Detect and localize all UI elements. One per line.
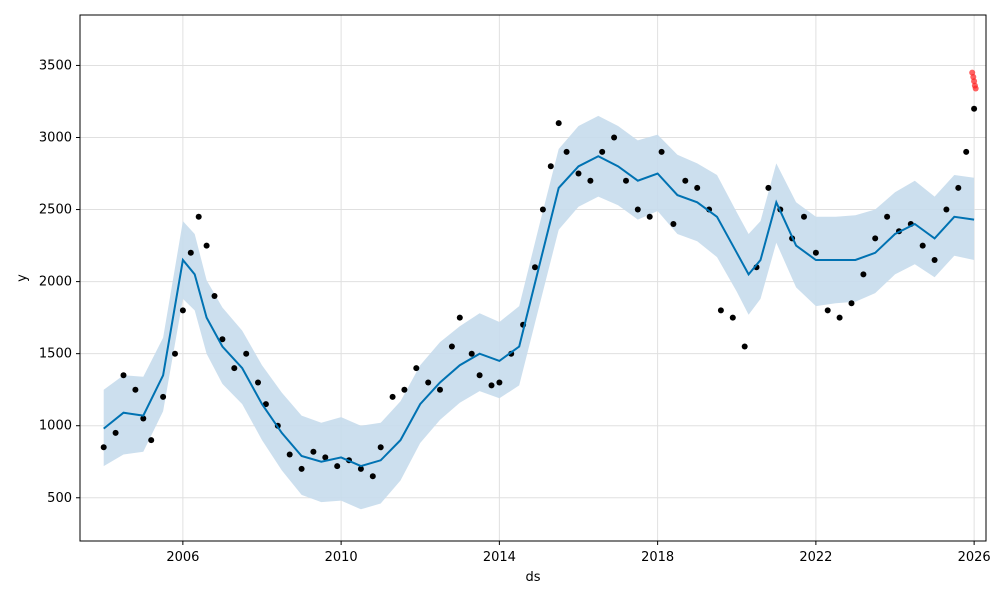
observed-point: [476, 372, 483, 379]
observed-point: [148, 437, 155, 444]
observed-point: [310, 448, 317, 455]
observed-point: [658, 148, 665, 155]
observed-point: [634, 206, 641, 213]
observed-point: [963, 148, 970, 155]
observed-point: [468, 350, 475, 357]
observed-point: [884, 213, 891, 220]
forecast-line: [103, 155, 975, 468]
observed-point: [322, 454, 329, 461]
observed-point: [262, 401, 269, 408]
observed-point: [547, 163, 554, 170]
observed-point: [555, 120, 562, 127]
observed-point: [286, 451, 293, 458]
observed-point: [532, 264, 538, 271]
x-axis-label: ds: [525, 570, 540, 585]
observed-point: [943, 206, 950, 213]
observed-point: [971, 105, 978, 112]
observed-point: [357, 465, 364, 472]
observed-point: [729, 314, 736, 321]
observed-point: [587, 177, 594, 184]
y-axis: 500 1000 1500 2000 2500 3000 3500: [39, 58, 80, 506]
observed-point: [211, 293, 218, 299]
observed-point: [389, 393, 396, 400]
observed-point: [255, 379, 261, 386]
observed-point: [812, 249, 819, 256]
observed-point: [670, 221, 677, 227]
observed-point: [848, 300, 855, 307]
plot-frame: [79, 14, 987, 542]
observed-point: [448, 343, 455, 350]
x-tick-label: 2014: [483, 550, 516, 565]
observed-point: [369, 473, 376, 480]
observed-point: [401, 386, 408, 393]
observed-point: [646, 213, 653, 220]
observed-point: [801, 213, 807, 220]
observed-point: [203, 242, 210, 249]
observed-point: [425, 379, 432, 386]
x-tick-label: 2026: [958, 550, 991, 565]
observed-point: [219, 336, 226, 343]
x-tick-label: 2022: [799, 550, 832, 565]
observed-point: [539, 206, 546, 213]
observed-point: [179, 307, 186, 314]
observed-point: [919, 242, 926, 249]
observed-point: [160, 393, 167, 400]
observed-point: [836, 314, 843, 321]
observed-point: [140, 415, 147, 422]
observed-point: [456, 314, 463, 321]
observed-point: [860, 271, 867, 278]
observed-point: [955, 184, 962, 191]
highlight-points: [969, 69, 979, 92]
observed-point: [694, 184, 701, 191]
x-tick-label: 2010: [325, 550, 358, 565]
observed-point: [100, 444, 107, 451]
y-tick-label: 2000: [39, 275, 72, 290]
y-tick-label: 1000: [39, 419, 72, 434]
observed-point: [575, 170, 582, 177]
y-axis-label: y: [15, 274, 30, 282]
uncertainty-band: [103, 115, 975, 510]
x-axis: 2006 2010 2014 2018 2022 2026: [166, 541, 991, 565]
observed-point: [563, 148, 570, 155]
observed-point: [231, 365, 238, 372]
observed-point: [377, 444, 384, 451]
observed-point: [112, 429, 119, 436]
observed-point: [172, 350, 178, 357]
observed-point: [437, 386, 443, 393]
observed-point: [623, 177, 629, 184]
x-tick-label: 2006: [166, 550, 199, 565]
y-tick-label: 3500: [39, 58, 72, 73]
observed-point: [682, 177, 689, 184]
observed-point: [496, 379, 503, 386]
observed-point: [741, 343, 748, 350]
x-tick-label: 2018: [641, 550, 674, 565]
observed-point: [243, 350, 250, 357]
observed-point: [298, 465, 305, 472]
observed-point: [132, 386, 139, 393]
y-tick-label: 500: [47, 491, 72, 506]
highlight-point: [972, 85, 979, 92]
observed-point: [488, 382, 495, 389]
y-tick-label: 3000: [39, 130, 72, 145]
observed-point: [872, 235, 879, 242]
observed-point: [717, 307, 724, 314]
observed-point: [931, 257, 938, 263]
observed-point: [334, 463, 341, 470]
observed-point: [824, 307, 831, 314]
y-tick-label: 1500: [39, 347, 72, 362]
observed-point: [187, 249, 194, 256]
observed-point: [413, 365, 420, 372]
y-tick-label: 2500: [39, 203, 72, 218]
observed-point: [611, 134, 618, 141]
observed-point: [599, 148, 606, 155]
observed-point: [195, 213, 202, 220]
observed-point: [120, 372, 127, 379]
observed-point: [765, 184, 772, 191]
